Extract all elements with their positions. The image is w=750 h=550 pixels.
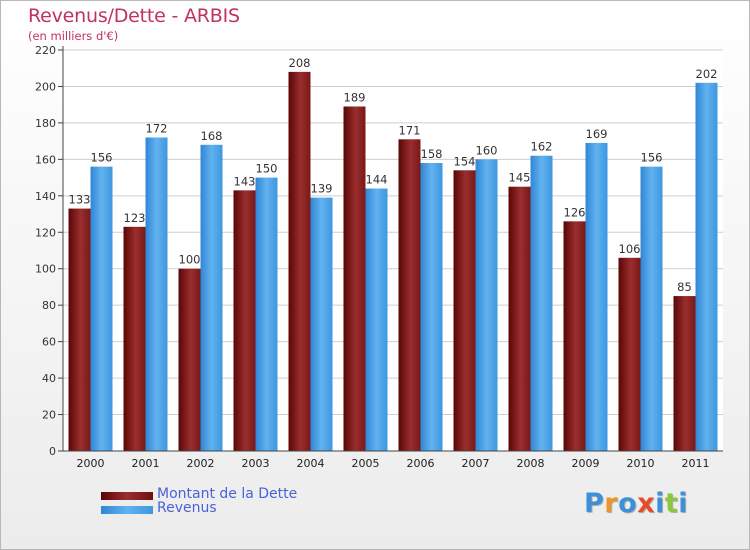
y-tick-label: 20 <box>42 409 56 422</box>
bar-revenus <box>255 177 278 451</box>
x-tick-label: 2008 <box>517 457 545 470</box>
value-label-revenus: 169 <box>586 127 608 141</box>
x-tick-label: 2004 <box>297 457 325 470</box>
bar-revenus <box>530 155 553 451</box>
value-label-revenus: 156 <box>91 151 113 165</box>
x-tick-label: 2005 <box>352 457 380 470</box>
value-label-debt: 123 <box>124 211 146 225</box>
bars-layer <box>68 71 718 452</box>
y-tick-label: 160 <box>35 153 56 166</box>
y-tick-label: 120 <box>35 226 56 239</box>
value-label-debt: 100 <box>179 253 201 267</box>
value-label-debt: 143 <box>234 174 256 188</box>
value-label-revenus: 202 <box>696 67 718 81</box>
value-label-revenus: 144 <box>366 173 388 187</box>
value-label-revenus: 158 <box>421 147 443 161</box>
labels-layer: 1331561231721001681431502081391891441711… <box>69 56 718 294</box>
value-label-revenus: 150 <box>256 162 278 176</box>
bar-debt <box>453 170 476 452</box>
bar-debt <box>618 257 641 451</box>
y-tick-label: 100 <box>35 263 56 276</box>
logo-letter: r <box>604 488 619 519</box>
y-tick-label: 0 <box>49 445 56 458</box>
logo-letter: t <box>664 488 679 519</box>
y-tick-label: 200 <box>35 80 56 93</box>
x-tick-label: 2007 <box>462 457 490 470</box>
y-tick-label: 220 <box>35 44 56 57</box>
grid-layer <box>63 49 723 452</box>
x-tick-label: 2009 <box>572 457 600 470</box>
bar-debt <box>673 296 696 451</box>
x-tick-label: 2010 <box>627 457 655 470</box>
legend-swatch-revenus <box>101 506 153 514</box>
bar-revenus <box>420 163 443 451</box>
value-label-debt: 126 <box>564 205 586 219</box>
bar-debt <box>508 186 531 452</box>
legend-label-revenus: Revenus <box>157 500 217 516</box>
value-label-debt: 208 <box>289 56 311 70</box>
y-tick-label: 140 <box>35 190 56 203</box>
bar-revenus <box>90 166 113 451</box>
chart-title: Revenus/Dette - ARBIS <box>28 5 240 27</box>
value-label-debt: 171 <box>399 123 421 137</box>
bar-revenus <box>200 144 223 452</box>
y-tick-label: 180 <box>35 117 56 130</box>
x-tick-label: 2011 <box>682 457 710 470</box>
logo-letter: o <box>618 488 638 519</box>
value-label-revenus: 160 <box>476 143 498 157</box>
x-tick-label: 2001 <box>132 457 160 470</box>
value-label-revenus: 162 <box>531 140 553 154</box>
x-tick-label: 2006 <box>407 457 435 470</box>
legend-swatch-debt <box>101 492 153 500</box>
bar-debt <box>68 208 91 451</box>
bar-revenus <box>475 159 498 451</box>
bar-debt <box>233 190 256 451</box>
bar-debt <box>288 71 311 451</box>
logo-letter: x <box>637 488 656 519</box>
chart-subtitle: (en milliers d'€) <box>28 29 119 43</box>
x-tick-label: 2003 <box>242 457 270 470</box>
bar-revenus <box>585 142 608 451</box>
value-label-revenus: 168 <box>201 129 223 143</box>
y-tick-label: 40 <box>42 372 56 385</box>
bar-debt <box>563 221 586 451</box>
bar-debt <box>343 106 366 451</box>
bar-revenus <box>310 197 333 451</box>
value-label-revenus: 156 <box>641 151 663 165</box>
value-label-debt: 85 <box>677 280 692 294</box>
bar-debt <box>398 139 421 451</box>
bar-revenus <box>640 166 663 451</box>
value-label-debt: 145 <box>509 171 531 185</box>
logo-letter: P <box>584 488 605 519</box>
legend-label-debt: Montant de la Dette <box>157 486 298 502</box>
bar-revenus <box>365 188 388 451</box>
value-label-revenus: 172 <box>146 121 168 135</box>
bar-debt <box>123 226 146 451</box>
y-tick-label: 80 <box>42 299 56 312</box>
bar-debt <box>178 268 201 451</box>
bar-revenus <box>695 82 718 452</box>
value-label-revenus: 139 <box>311 182 333 196</box>
value-label-debt: 106 <box>619 242 641 256</box>
x-tick-label: 2002 <box>187 457 215 470</box>
axis-layer: 0 20 40 60 80 100 120 140 160 180 200 220 2000 2001 20… <box>35 44 723 470</box>
proxiti-logo: Proxiti <box>584 488 688 519</box>
plot-area <box>63 50 723 451</box>
y-tick-label: 60 <box>42 336 56 349</box>
bar-revenus <box>145 137 168 451</box>
logo-letter: i <box>655 488 665 519</box>
logo-letter: i <box>678 488 689 519</box>
x-tick-label: 2000 <box>77 457 105 470</box>
value-label-debt: 133 <box>69 193 91 207</box>
value-label-debt: 189 <box>344 91 366 105</box>
value-label-debt: 154 <box>454 154 476 168</box>
